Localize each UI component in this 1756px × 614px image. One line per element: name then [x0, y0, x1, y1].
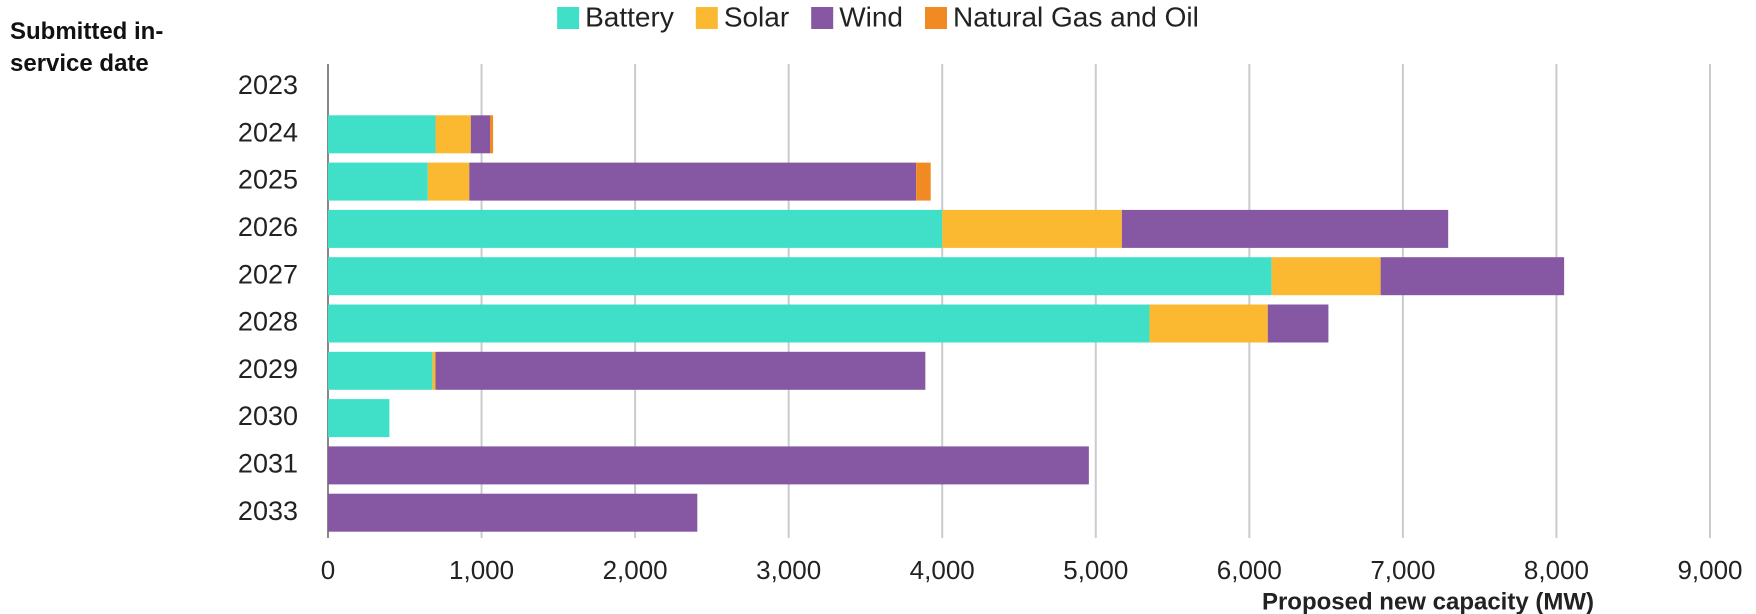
x-tick-label: 2,000	[603, 555, 668, 585]
legend-swatch	[557, 7, 580, 29]
bar-segment	[1271, 257, 1381, 296]
y-tick-label: 2033	[238, 496, 298, 526]
bar-segment	[469, 162, 917, 201]
y-tick-label: 2028	[238, 307, 298, 337]
bar-segment	[490, 115, 494, 154]
bar-segment	[916, 162, 931, 201]
y-tick-label: 2026	[238, 212, 298, 242]
bar-segment	[1121, 209, 1449, 248]
bar-segment	[1267, 304, 1329, 343]
x-tick-label: 0	[321, 555, 335, 585]
x-axis-title: Proposed new capacity (MW)	[1262, 588, 1594, 614]
bar-segment	[942, 209, 1122, 248]
bar-segment	[328, 351, 433, 390]
y-axis-title: Submitted in-service date	[10, 18, 164, 77]
x-tick-label: 4,000	[910, 555, 975, 585]
y-tick-label: 2030	[238, 401, 298, 431]
y-tick-label: 2024	[238, 117, 298, 147]
legend-label: Natural Gas and Oil	[953, 1, 1199, 32]
legend-swatch	[695, 7, 718, 29]
legend-swatch	[924, 7, 947, 29]
y-tick-label: 2023	[238, 70, 298, 100]
bar-segment	[328, 209, 943, 248]
bar-segment	[1380, 257, 1565, 296]
y-tick-label: 2029	[238, 354, 298, 384]
legend-label: Battery	[585, 1, 674, 32]
y-tick-label: 2031	[238, 449, 298, 479]
x-tick-label: 9,000	[1677, 555, 1742, 585]
bar-segment	[328, 493, 698, 532]
legend-label: Solar	[724, 1, 789, 32]
bar-segment	[328, 162, 428, 201]
x-tick-label: 8,000	[1524, 555, 1589, 585]
x-tick-label: 6,000	[1217, 555, 1282, 585]
bar-segment	[432, 351, 436, 390]
bar-segment	[435, 351, 926, 390]
bar-segment	[470, 115, 491, 154]
bar-segment	[1149, 304, 1268, 343]
y-tick-label: 2025	[238, 165, 298, 195]
bar-segment	[435, 115, 471, 154]
bar-segment	[328, 257, 1272, 296]
x-tick-label: 5,000	[1063, 555, 1128, 585]
x-tick-label: 3,000	[756, 555, 821, 585]
bar-segment	[328, 115, 436, 154]
y-tick-label: 2027	[238, 259, 298, 289]
bar-segment	[328, 399, 390, 438]
bar-segment	[328, 446, 1089, 485]
legend-label: Wind	[839, 1, 903, 32]
bar-segment	[328, 304, 1150, 343]
x-tick-label: 7,000	[1370, 555, 1435, 585]
bar-segment	[427, 162, 470, 201]
legend-swatch	[811, 7, 834, 29]
x-tick-label: 1,000	[449, 555, 514, 585]
